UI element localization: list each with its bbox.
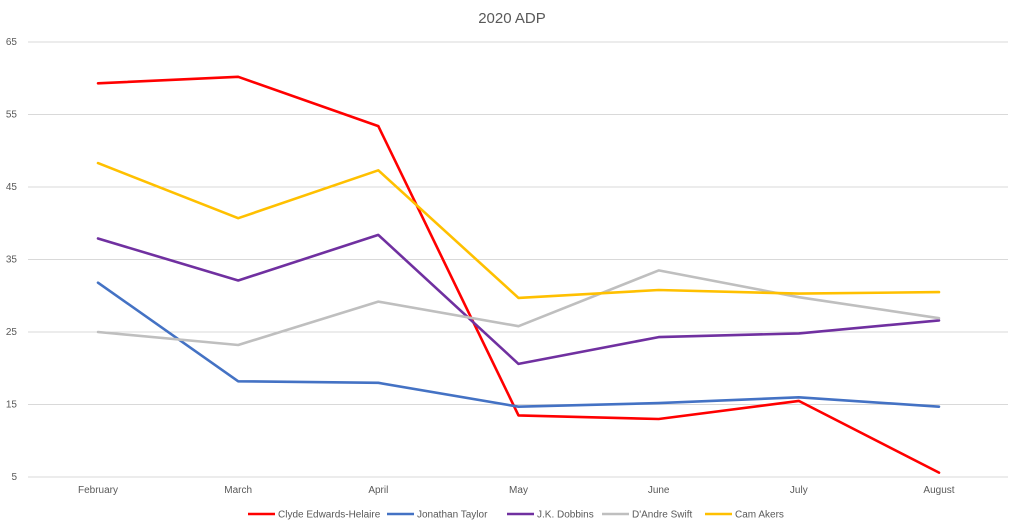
x-tick-label: June bbox=[648, 485, 670, 496]
x-axis-ticks: February March April May June July August bbox=[78, 485, 955, 496]
y-tick-label: 25 bbox=[6, 327, 18, 338]
y-tick-label: 65 bbox=[6, 37, 18, 48]
legend-label: Jonathan Taylor bbox=[417, 510, 488, 521]
legend-item: Clyde Edwards-Helaire bbox=[248, 510, 381, 521]
x-tick-label: February bbox=[78, 485, 118, 496]
x-tick-label: March bbox=[224, 485, 252, 496]
legend-item: J.K. Dobbins bbox=[507, 510, 594, 521]
series-line-1 bbox=[96, 281, 941, 409]
legend: Clyde Edwards-Helaire Jonathan Taylor J.K.… bbox=[248, 510, 784, 521]
y-tick-label: 35 bbox=[6, 255, 18, 266]
series-line-3 bbox=[96, 269, 941, 347]
x-tick-label: August bbox=[923, 485, 954, 496]
y-tick-label: 5 bbox=[11, 472, 17, 483]
series-lines bbox=[96, 75, 941, 474]
y-axis-ticks: 5 15 25 35 45 55 65 bbox=[6, 37, 18, 483]
legend-item: Jonathan Taylor bbox=[387, 510, 488, 521]
legend-label: J.K. Dobbins bbox=[537, 510, 594, 521]
series-line-2 bbox=[96, 233, 941, 366]
legend-item: D'Andre Swift bbox=[602, 510, 692, 521]
x-tick-label: July bbox=[790, 485, 808, 496]
legend-label: Cam Akers bbox=[735, 510, 784, 521]
legend-label: Clyde Edwards-Helaire bbox=[278, 510, 381, 521]
x-tick-label: May bbox=[509, 485, 528, 496]
legend-item: Cam Akers bbox=[705, 510, 784, 521]
series-line-0 bbox=[96, 75, 941, 474]
chart-title: 2020 ADP bbox=[478, 10, 546, 27]
y-tick-label: 45 bbox=[6, 182, 18, 193]
y-tick-label: 15 bbox=[6, 400, 18, 411]
legend-label: D'Andre Swift bbox=[632, 510, 692, 521]
gridlines bbox=[28, 41, 1008, 478]
x-tick-label: April bbox=[368, 485, 388, 496]
y-tick-label: 55 bbox=[6, 110, 18, 121]
series-line-4 bbox=[96, 161, 941, 300]
